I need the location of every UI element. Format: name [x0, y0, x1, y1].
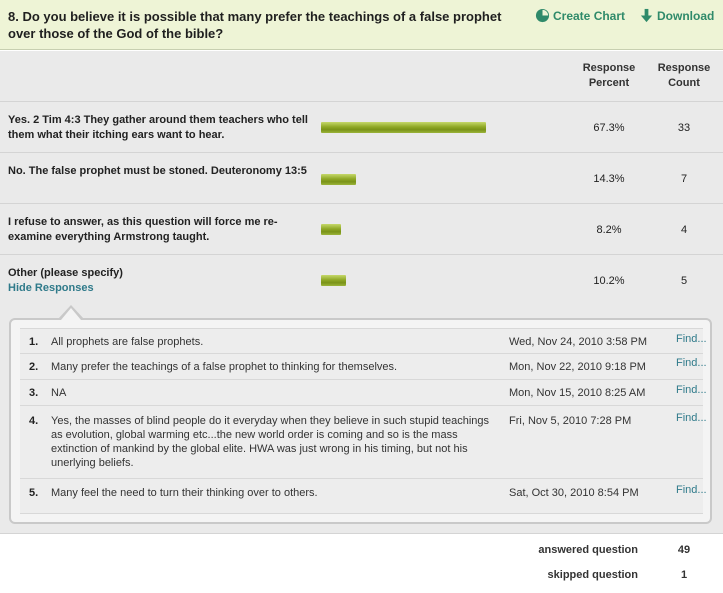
response-date: Mon, Nov 22, 2010 9:18 PM	[509, 361, 646, 373]
answer-bar	[321, 224, 341, 235]
answer-percent: 14.3%	[593, 173, 625, 185]
find-link[interactable]: Find...	[676, 384, 707, 396]
hide-responses-link[interactable]: Hide Responses	[8, 282, 94, 294]
find-link[interactable]: Find...	[676, 484, 707, 496]
answer-bar	[321, 174, 356, 185]
response-number: 3.	[29, 387, 39, 399]
answer-row: No. The false prophet must be stoned. De…	[0, 152, 723, 203]
find-link[interactable]: Find...	[676, 333, 707, 345]
pie-chart-icon	[535, 8, 550, 23]
response-text: Many feel the need to turn their thinkin…	[51, 487, 318, 499]
answer-count: 4	[680, 224, 688, 236]
response-number: 1.	[29, 336, 39, 348]
response-text: Many prefer the teachings of a false pro…	[51, 361, 398, 373]
answer-count: 7	[680, 173, 688, 185]
answer-label-text: Other (please specify)	[8, 267, 123, 279]
download-label: Download	[657, 8, 715, 23]
answer-bar	[321, 275, 346, 286]
response-row: 4. Yes, the masses of blind people do it…	[20, 405, 707, 478]
answer-label: Other (please specify) Hide Responses	[8, 266, 308, 296]
answer-percent: 67.3%	[593, 122, 625, 134]
download-button[interactable]: Download	[639, 8, 714, 23]
response-number: 4.	[29, 415, 39, 427]
response-date: Mon, Nov 15, 2010 8:25 AM	[509, 387, 646, 399]
response-percent-header: Response Percent	[582, 62, 636, 89]
create-chart-button[interactable]: Create Chart	[535, 8, 625, 23]
other-responses-panel: 1. All prophets are false prophets. Wed,…	[9, 318, 712, 524]
answer-row: Yes. 2 Tim 4:3 They gather around them t…	[0, 101, 723, 152]
answer-label: No. The false prophet must be stoned. De…	[8, 165, 307, 177]
answer-row: I refuse to answer, as this question wil…	[0, 203, 723, 254]
popup-caret-fill	[61, 308, 81, 320]
answer-label: I refuse to answer, as this question wil…	[8, 216, 278, 243]
skipped-question-label: skipped question	[547, 569, 638, 581]
response-date: Wed, Nov 24, 2010 3:58 PM	[509, 336, 647, 348]
answer-count: 33	[677, 122, 691, 134]
skipped-question-count: 1	[680, 569, 688, 581]
answer-count: 5	[680, 275, 688, 287]
response-row: 2. Many prefer the teachings of a false …	[20, 353, 707, 379]
question-title: 8. Do you believe it is possible that ma…	[8, 9, 502, 41]
find-link[interactable]: Find...	[676, 412, 707, 424]
answered-question-count: 49	[677, 544, 691, 556]
answer-percent: 8.2%	[596, 224, 622, 236]
answer-row: Other (please specify) Hide Responses 10…	[0, 254, 723, 306]
response-text: Yes, the masses of blind people do it ev…	[51, 415, 490, 469]
response-date: Fri, Nov 5, 2010 7:28 PM	[509, 415, 632, 427]
question-header: 8. Do you believe it is possible that ma…	[0, 0, 723, 50]
response-text: NA	[51, 387, 67, 399]
answered-question-label: answered question	[538, 544, 638, 556]
find-link[interactable]: Find...	[676, 357, 707, 369]
download-arrow-icon	[640, 8, 653, 23]
response-text: All prophets are false prophets.	[51, 336, 204, 348]
summary-footer: answered question 49 skipped question 1	[0, 533, 723, 593]
response-count-header: Response Count	[657, 62, 711, 89]
response-row: 3. NA Mon, Nov 15, 2010 8:25 AM Find...	[20, 379, 707, 405]
answer-label: Yes. 2 Tim 4:3 They gather around them t…	[8, 114, 308, 141]
response-row: 1. All prophets are false prophets. Wed,…	[20, 328, 707, 353]
response-number: 5.	[29, 487, 39, 499]
response-row: 5. Many feel the need to turn their thin…	[20, 478, 707, 514]
response-date: Sat, Oct 30, 2010 8:54 PM	[509, 487, 639, 499]
response-number: 2.	[29, 361, 39, 373]
create-chart-label: Create Chart	[553, 8, 626, 23]
answer-percent: 10.2%	[593, 275, 625, 287]
answer-bar	[321, 122, 486, 133]
